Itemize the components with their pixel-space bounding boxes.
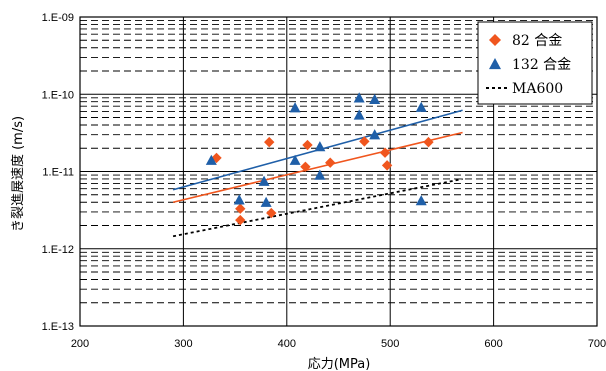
diamond-marker: [300, 161, 311, 173]
legend-entry: 132 合金: [512, 57, 571, 73]
x-tick-label: 600: [484, 338, 502, 350]
data-points: [205, 92, 434, 226]
trend-line: [172, 131, 463, 204]
trend-lines: [172, 109, 463, 238]
triangle-marker: [353, 109, 365, 120]
y-tick-label: 1.E-10: [42, 89, 74, 101]
triangle-marker: [415, 101, 427, 112]
diamond-marker: [423, 136, 434, 148]
diamond-marker: [235, 203, 246, 214]
triangle-marker: [260, 196, 272, 207]
diamond-marker: [379, 147, 391, 158]
triangle-marker: [415, 195, 427, 206]
diamond-marker: [325, 157, 336, 168]
x-tick-label: 300: [174, 338, 192, 350]
x-tick-label: 700: [588, 338, 606, 350]
triangle-marker: [289, 102, 301, 113]
diamond-marker: [381, 160, 393, 171]
triangle-marker: [369, 129, 381, 140]
triangle-marker: [489, 58, 501, 70]
trend-line: [172, 178, 463, 238]
diamond-marker: [302, 139, 313, 151]
y-tick-label: 1.E-11: [42, 167, 74, 179]
x-tick-label: 200: [71, 338, 89, 350]
diamond-marker: [489, 34, 501, 46]
diamond-marker: [264, 136, 275, 148]
triangle-marker: [314, 169, 326, 180]
diamond-marker: [235, 214, 246, 226]
diamond-marker: [266, 207, 277, 219]
x-tick-label: 500: [381, 338, 399, 350]
y-tick-label: 1.E-09: [42, 12, 74, 24]
triangle-marker: [289, 154, 301, 165]
y-tick-label: 1.E-12: [42, 244, 74, 256]
plot-frame: [79, 16, 598, 327]
grid: [79, 16, 598, 327]
legend-entry: 82 合金: [512, 33, 562, 49]
legend-entry: MA600: [512, 81, 563, 97]
triangle-marker: [205, 154, 217, 165]
triangle-marker: [314, 141, 326, 152]
x-tick-label: 400: [278, 338, 296, 350]
x-axis-label: 応力(MPa): [308, 357, 371, 371]
diamond-marker: [359, 136, 370, 147]
triangle-marker: [369, 93, 381, 104]
triangle-marker: [233, 194, 245, 205]
y-axis-label: き裂進展速度 (m/s): [10, 116, 26, 232]
tick-labels: 1.E-13 1.E-12 1.E-11 1.E-10 1.E-09 200 300 400 5…: [42, 12, 606, 350]
axes: [79, 16, 598, 327]
legend: 82 合金 132 合金 MA600: [477, 21, 593, 105]
triangle-marker: [353, 92, 365, 103]
triangle-marker: [258, 175, 270, 186]
y-tick-label: 1.E-13: [42, 321, 74, 333]
